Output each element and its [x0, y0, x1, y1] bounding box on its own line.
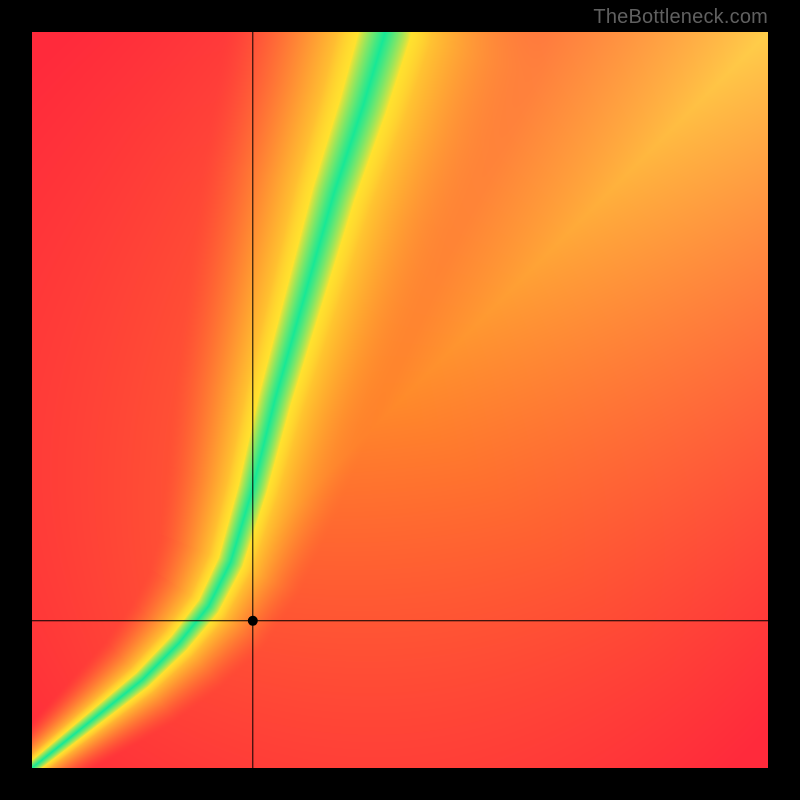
heatmap-chart [0, 0, 800, 800]
crosshair-marker [248, 616, 258, 626]
chart-container: TheBottleneck.com [0, 0, 800, 800]
watermark-text: TheBottleneck.com [593, 6, 768, 29]
heatmap-raster [32, 32, 768, 768]
